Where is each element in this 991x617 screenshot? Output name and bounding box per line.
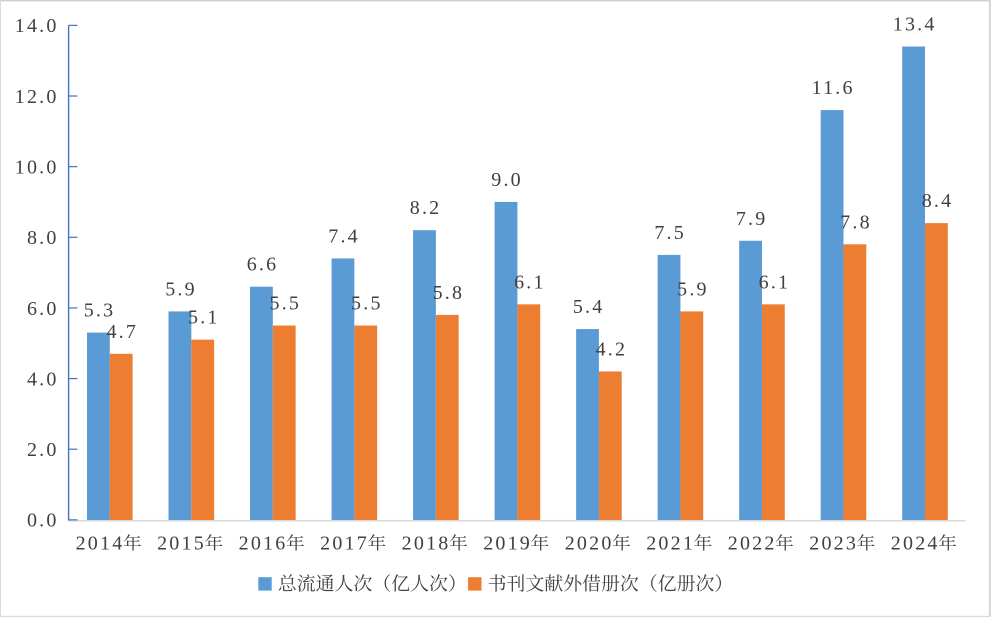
svg-text:5.3: 5.3 xyxy=(84,300,116,322)
svg-text:2014: 2014 xyxy=(76,532,125,554)
svg-text:2020: 2020 xyxy=(565,532,614,554)
svg-text:2023: 2023 xyxy=(809,532,858,554)
svg-text:5.1: 5.1 xyxy=(188,307,220,329)
svg-text:9.0: 9.0 xyxy=(491,169,523,191)
svg-text:14.0: 14.0 xyxy=(15,15,59,37)
svg-text:6.6: 6.6 xyxy=(247,254,279,276)
svg-text:4.0: 4.0 xyxy=(27,368,59,390)
svg-text:0.0: 0.0 xyxy=(27,510,59,532)
svg-text:2015: 2015 xyxy=(157,532,206,554)
svg-text:7.5: 7.5 xyxy=(654,222,686,244)
svg-text:4.2: 4.2 xyxy=(596,338,628,360)
svg-text:2019: 2019 xyxy=(483,532,532,554)
svg-text:6.0: 6.0 xyxy=(27,298,59,320)
svg-text:2018: 2018 xyxy=(402,532,451,554)
svg-text:13.4: 13.4 xyxy=(893,14,937,36)
svg-text:7.8: 7.8 xyxy=(840,211,872,233)
svg-text:5.5: 5.5 xyxy=(270,293,302,315)
svg-text:7.9: 7.9 xyxy=(736,208,768,230)
svg-text:6.1: 6.1 xyxy=(759,271,791,293)
svg-text:2016: 2016 xyxy=(239,532,288,554)
svg-text:7.4: 7.4 xyxy=(328,225,360,247)
svg-text:2017: 2017 xyxy=(320,532,369,554)
svg-text:5.5: 5.5 xyxy=(351,293,383,315)
svg-text:8.2: 8.2 xyxy=(410,197,442,219)
svg-text:4.7: 4.7 xyxy=(106,321,138,343)
svg-text:5.9: 5.9 xyxy=(165,278,197,300)
svg-text:5.8: 5.8 xyxy=(433,282,465,304)
svg-text:2024: 2024 xyxy=(891,532,940,554)
svg-text:12.0: 12.0 xyxy=(15,86,59,108)
svg-text:5.9: 5.9 xyxy=(677,278,709,300)
svg-text:2021: 2021 xyxy=(646,532,695,554)
svg-text:10.0: 10.0 xyxy=(15,157,59,179)
svg-text:8.0: 8.0 xyxy=(27,227,59,249)
svg-text:11.6: 11.6 xyxy=(812,77,855,99)
svg-text:5.4: 5.4 xyxy=(573,296,605,318)
svg-text:2.0: 2.0 xyxy=(27,439,59,461)
svg-text:8.4: 8.4 xyxy=(922,190,954,212)
svg-text:6.1: 6.1 xyxy=(514,271,546,293)
svg-text:2022: 2022 xyxy=(728,532,777,554)
